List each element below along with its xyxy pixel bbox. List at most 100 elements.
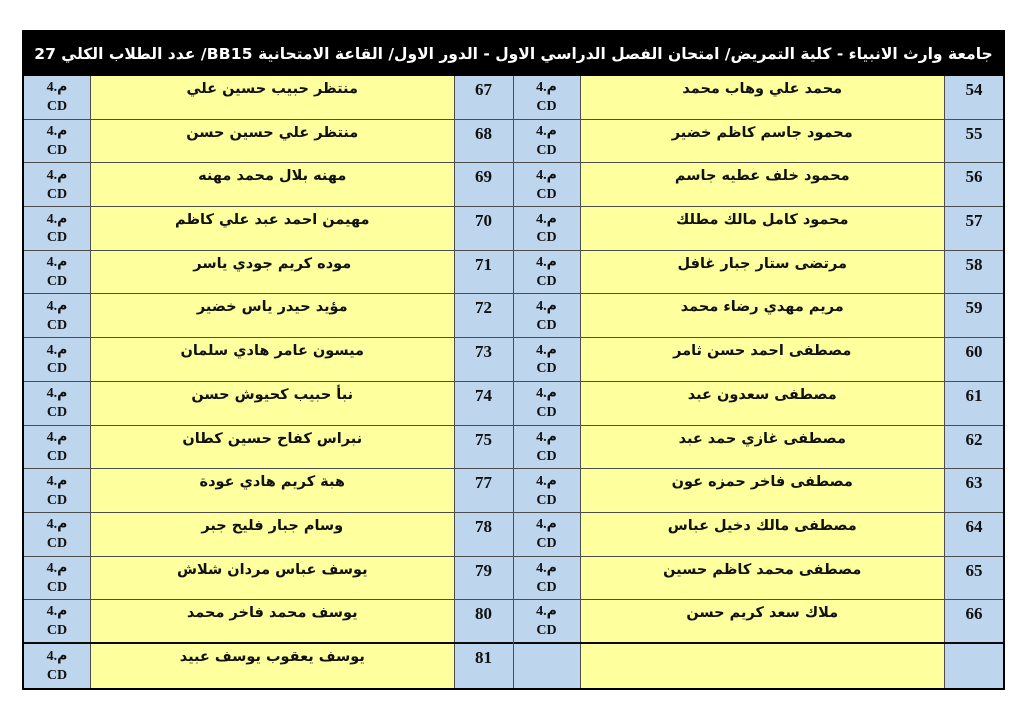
student-row: 62 مصطفى غازي حمد عبد م.4 CD <box>513 425 1003 470</box>
table-header-banner: جامعة وارث الانبياء - كلية التمريض/ امتح… <box>24 32 1003 76</box>
student-row: 72 مؤيد حيدر ياس خضير م.4 CD <box>24 294 513 339</box>
student-name-cell: مصطفى فاخر حمزه عون <box>579 469 945 512</box>
student-name-cell: نبأ حبيب كحيوش حسن <box>90 381 455 425</box>
class-section-cell: م.4 CD <box>513 512 580 556</box>
student-name-cell: محمد علي وهاب محمد <box>579 76 945 119</box>
student-row: 67 منتظر حبيب حسين علي م.4 CD <box>24 76 513 120</box>
student-name-cell: محمود جاسم كاظم خضير <box>579 119 945 163</box>
class-section-cell: م.4 CD <box>513 207 580 250</box>
student-row: 78 وسام جبار فليح جبر م.4 CD <box>24 512 513 557</box>
seat-number-cell: 67 <box>454 76 513 119</box>
student-name-cell: منتظر علي حسين حسن <box>90 119 455 163</box>
student-name-cell: يوسف عباس مردان شلاش <box>90 556 455 600</box>
student-row: 60 مصطفى احمد حسن ثامر م.4 CD <box>513 338 1003 382</box>
section-label: CD <box>536 274 557 290</box>
class-section-cell: م.4 CD <box>24 556 90 600</box>
section-label: CD <box>46 536 68 552</box>
student-name-cell: يوسف يعقوب يوسف عبيد <box>90 643 455 688</box>
section-label: CD <box>536 99 557 115</box>
stage-label: م.4 <box>536 124 557 140</box>
section-label: CD <box>536 230 557 246</box>
seat-number-cell: 61 <box>945 381 1003 425</box>
class-section-cell: م.4 CD <box>513 294 580 338</box>
stage-label: م.4 <box>536 167 557 183</box>
seat-number-cell: 72 <box>454 294 513 338</box>
seat-number-cell: 71 <box>454 250 513 294</box>
seat-number-cell: 60 <box>945 338 1003 381</box>
class-section-cell: م.4 CD <box>24 338 90 381</box>
seat-number-cell <box>945 643 1003 688</box>
header-title: جامعة وارث الانبياء - كلية التمريض/ امتح… <box>34 45 993 63</box>
stage-label: م.4 <box>46 255 68 271</box>
student-name-cell: مرتضى ستار جبار غافل <box>579 250 945 294</box>
student-name-cell: وسام جبار فليح جبر <box>90 512 455 556</box>
seat-number-cell: 64 <box>945 512 1003 556</box>
class-section-cell: م.4 CD <box>24 512 90 556</box>
student-name-cell: ملاك سعد كريم حسن <box>579 600 945 642</box>
seat-number-cell: 79 <box>454 556 513 600</box>
seat-number-cell: 57 <box>945 207 1003 250</box>
stage-label: م.4 <box>536 473 557 489</box>
seat-number-cell: 77 <box>454 469 513 512</box>
class-section-cell: م.4 CD <box>24 76 90 119</box>
class-section-cell: م.4 CD <box>513 76 580 119</box>
seat-number-cell: 81 <box>454 643 513 688</box>
seat-number-cell: 73 <box>454 338 513 381</box>
class-section-cell: م.4 CD <box>513 425 580 469</box>
stage-label: م.4 <box>536 80 557 96</box>
stage-label: م.4 <box>46 561 68 577</box>
class-section-cell: م.4 CD <box>24 600 90 642</box>
student-row: 57 محمود كامل مالك مطلك م.4 CD <box>513 207 1003 251</box>
stage-label: م.4 <box>536 561 557 577</box>
student-row: 69 مهنه بلال محمد مهنه م.4 CD <box>24 163 513 208</box>
section-label: CD <box>536 143 557 159</box>
section-label: CD <box>46 667 68 683</box>
section-label: CD <box>536 361 557 377</box>
student-row: 68 منتظر علي حسين حسن م.4 CD <box>24 119 513 164</box>
student-name-cell: مصطفى مالك دخيل عباس <box>579 512 945 556</box>
section-label: CD <box>46 186 68 202</box>
seat-number-cell: 63 <box>945 469 1003 512</box>
student-row: 66 ملاك سعد كريم حسن م.4 CD <box>513 600 1003 644</box>
section-label: CD <box>46 99 68 115</box>
section-label: CD <box>46 623 68 639</box>
stage-label: م.4 <box>46 167 68 183</box>
seat-number-cell: 54 <box>945 76 1003 119</box>
stage-label: م.4 <box>46 648 68 664</box>
seat-number-cell: 59 <box>945 294 1003 338</box>
seat-number-cell: 62 <box>945 425 1003 469</box>
section-label: CD <box>46 274 68 290</box>
seat-number-cell: 65 <box>945 556 1003 600</box>
stage-label: م.4 <box>536 342 557 358</box>
student-row: 73 ميسون عامر هادي سلمان م.4 CD <box>24 338 513 382</box>
student-name-cell: مهيمن احمد عبد علي كاظم <box>90 207 455 250</box>
class-section-cell: م.4 CD <box>513 600 580 642</box>
class-section-cell: م.4 CD <box>24 425 90 469</box>
seat-number-cell: 68 <box>454 119 513 163</box>
exam-roster-table: جامعة وارث الانبياء - كلية التمريض/ امتح… <box>22 30 1005 690</box>
stage-label: م.4 <box>46 124 68 140</box>
student-row: 64 مصطفى مالك دخيل عباس م.4 CD <box>513 512 1003 557</box>
section-label: CD <box>536 448 557 464</box>
class-section-cell: م.4 CD <box>513 119 580 163</box>
student-name-cell: مصطفى سعدون عبد <box>579 381 945 425</box>
stage-label: م.4 <box>536 255 557 271</box>
student-name-cell: مؤيد حيدر ياس خضير <box>90 294 455 338</box>
seat-number-cell: 55 <box>945 119 1003 163</box>
stage-label: م.4 <box>46 517 68 533</box>
student-name-cell: مصطفى احمد حسن ثامر <box>579 338 945 381</box>
table-body: 54 محمد علي وهاب محمد م.4 CD 55 محمود جاسم كا… <box>24 76 1003 688</box>
student-row: 61 مصطفى سعدون عبد م.4 CD <box>513 381 1003 426</box>
stage-label: م.4 <box>46 473 68 489</box>
student-row: 79 يوسف عباس مردان شلاش م.4 CD <box>24 556 513 601</box>
student-row: 71 موده كريم جودي ياسر م.4 CD <box>24 250 513 295</box>
class-section-cell: م.4 CD <box>513 250 580 294</box>
student-row: 74 نبأ حبيب كحيوش حسن م.4 CD <box>24 381 513 426</box>
section-label: CD <box>46 361 68 377</box>
section-label: CD <box>536 579 557 595</box>
section-label: CD <box>46 579 68 595</box>
section-label: CD <box>536 405 557 421</box>
student-row: 70 مهيمن احمد عبد علي كاظم م.4 CD <box>24 207 513 251</box>
stage-label: م.4 <box>46 211 68 227</box>
